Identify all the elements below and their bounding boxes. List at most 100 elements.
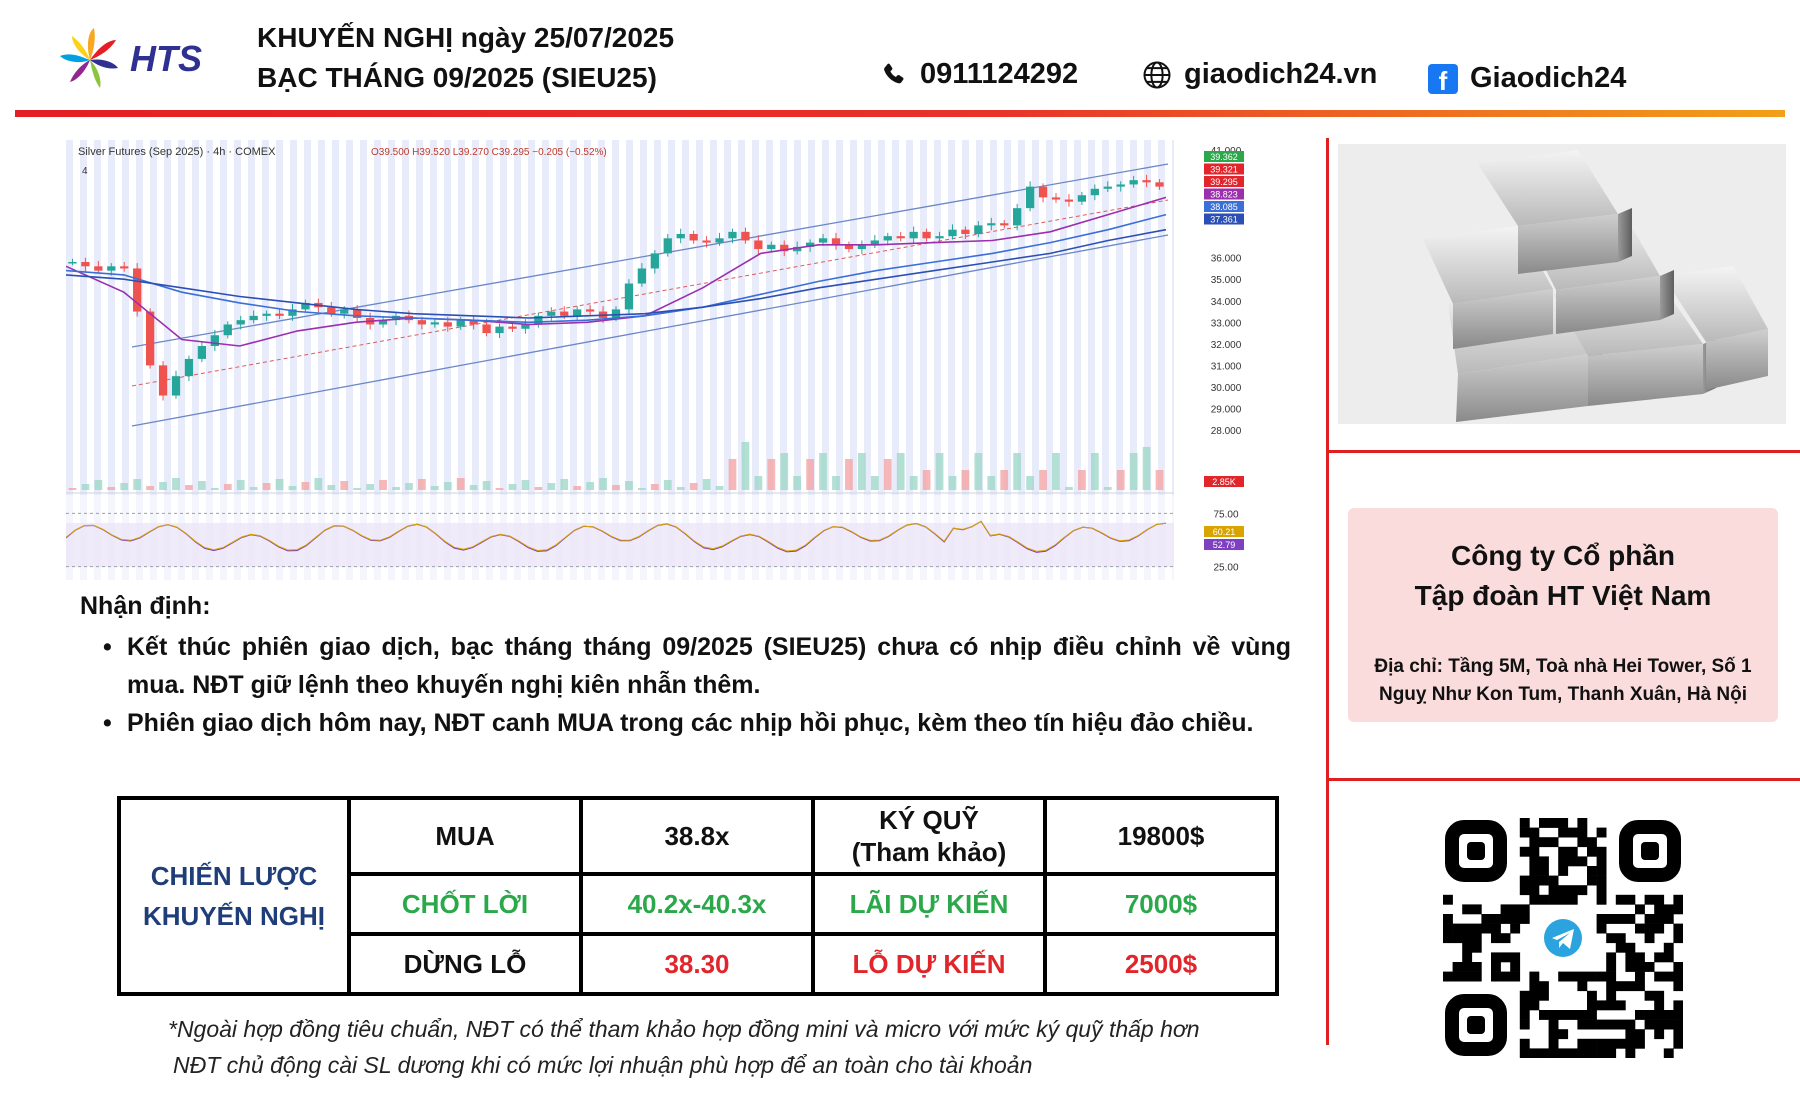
volume-bar <box>858 453 866 490</box>
qr-module <box>1567 827 1578 838</box>
qr-module <box>1663 952 1674 963</box>
qr-module <box>1500 952 1511 963</box>
qr-module <box>1625 942 1636 953</box>
price-axis-tick: 29.000 <box>1211 404 1242 415</box>
qr-module <box>1673 1029 1683 1040</box>
candle-body <box>1103 186 1112 189</box>
take-profit-value: 40.2x-40.3x <box>579 872 815 936</box>
volume-bar <box>521 480 530 490</box>
qr-module <box>1577 837 1588 848</box>
qr-module <box>1567 894 1578 905</box>
qr-module <box>1539 990 1549 1001</box>
candle-body <box>715 238 724 243</box>
facebook-contact[interactable]: f Giaodich24 <box>1428 62 1626 95</box>
candle-body <box>469 320 478 325</box>
qr-module <box>1635 952 1645 963</box>
qr-module <box>1596 856 1607 867</box>
qr-module <box>1596 866 1607 876</box>
expected-loss-label: LỖ DỰ KIẾN <box>811 932 1047 996</box>
volume-bar <box>353 488 362 490</box>
volume-bar <box>146 486 154 490</box>
qr-module <box>1644 1010 1655 1020</box>
qr-module <box>1462 971 1473 982</box>
candle-body <box>689 234 698 241</box>
volume-bar <box>314 478 323 490</box>
qr-code[interactable] <box>1443 818 1683 1058</box>
volume-bar <box>1039 470 1047 490</box>
qr-module <box>1606 1019 1617 1030</box>
candle-body <box>340 309 349 314</box>
section-divider <box>1326 450 1800 453</box>
volume-bar <box>793 476 802 490</box>
qr-module <box>1529 827 1540 838</box>
rsi-tag-label: 52.79 <box>1213 540 1236 550</box>
volume-bar <box>845 459 853 490</box>
qr-module <box>1548 894 1559 905</box>
volume-bar <box>728 459 737 490</box>
qr-module <box>1529 990 1540 1001</box>
qr-module <box>1548 837 1559 848</box>
strategy-label: CHIẾN LƯỢC KHUYẾN NGHỊ <box>117 796 351 996</box>
qr-module <box>1567 885 1578 896</box>
price-tag <box>1204 213 1244 225</box>
volume-bar <box>715 486 724 490</box>
qr-module <box>1615 914 1626 924</box>
silver-bars-image <box>1338 144 1786 424</box>
qr-module <box>1539 894 1549 905</box>
candle-body <box>107 266 116 271</box>
qr-module <box>1587 866 1597 876</box>
qr-module <box>1654 971 1665 982</box>
qr-module <box>1519 1048 1530 1058</box>
volume-bar <box>896 453 905 490</box>
candle-body <box>1064 199 1074 202</box>
qr-module <box>1462 962 1473 972</box>
qr-module <box>1606 971 1617 982</box>
qr-module <box>1606 1038 1617 1049</box>
volume-bar <box>392 487 400 490</box>
qr-module <box>1519 846 1530 857</box>
volume-bar <box>1116 470 1125 490</box>
website-link[interactable]: giaodich24.vn <box>1184 58 1378 90</box>
volume-bar <box>832 476 840 490</box>
phone-number[interactable]: 0911124292 <box>920 58 1079 90</box>
qr-module <box>1596 1019 1607 1030</box>
header-divider <box>15 110 1785 117</box>
qr-module <box>1635 1038 1645 1049</box>
qr-module <box>1519 904 1530 915</box>
qr-module <box>1615 981 1626 992</box>
candle-body <box>573 309 582 316</box>
website-contact[interactable]: giaodich24.vn <box>1142 58 1377 91</box>
candle-body <box>547 311 556 316</box>
qr-module <box>1587 1048 1597 1058</box>
price-chart: 41.00036.00035.00034.00033.00032.00031.0… <box>66 140 1296 590</box>
qr-module <box>1654 1029 1665 1040</box>
qr-module <box>1587 875 1597 886</box>
footnote-line1: *Ngoài hợp đồng tiêu chuẩn, NĐT có thể t… <box>168 1016 1200 1042</box>
volume-bar <box>327 485 336 490</box>
volume-bar <box>909 476 918 490</box>
qr-module <box>1443 914 1453 924</box>
qr-module <box>1558 866 1569 876</box>
candle-body <box>1025 186 1035 209</box>
volume-bar <box>780 453 789 490</box>
phone-contact[interactable]: 0911124292 <box>880 58 1078 91</box>
qr-module <box>1635 971 1645 982</box>
qr-module <box>1577 856 1588 867</box>
qr-module <box>1452 971 1463 982</box>
qr-module <box>1615 894 1626 905</box>
candle-body <box>883 236 892 241</box>
qr-module <box>1577 981 1588 992</box>
qr-module <box>1615 942 1626 953</box>
qr-module <box>1491 952 1501 963</box>
company-info-box: Công ty Cổ phần Tập đoàn HT Việt Nam Địa… <box>1348 508 1778 722</box>
qr-module <box>1644 1019 1655 1030</box>
qr-module <box>1519 818 1530 828</box>
volume-bar <box>612 485 620 490</box>
facebook-page[interactable]: Giaodich24 <box>1470 62 1627 94</box>
volume-bar <box>599 478 607 490</box>
candle-body <box>935 236 944 239</box>
qr-module <box>1663 904 1674 915</box>
qr-module <box>1625 1019 1636 1030</box>
qr-module <box>1635 904 1645 915</box>
volume-bar <box>1155 470 1164 490</box>
